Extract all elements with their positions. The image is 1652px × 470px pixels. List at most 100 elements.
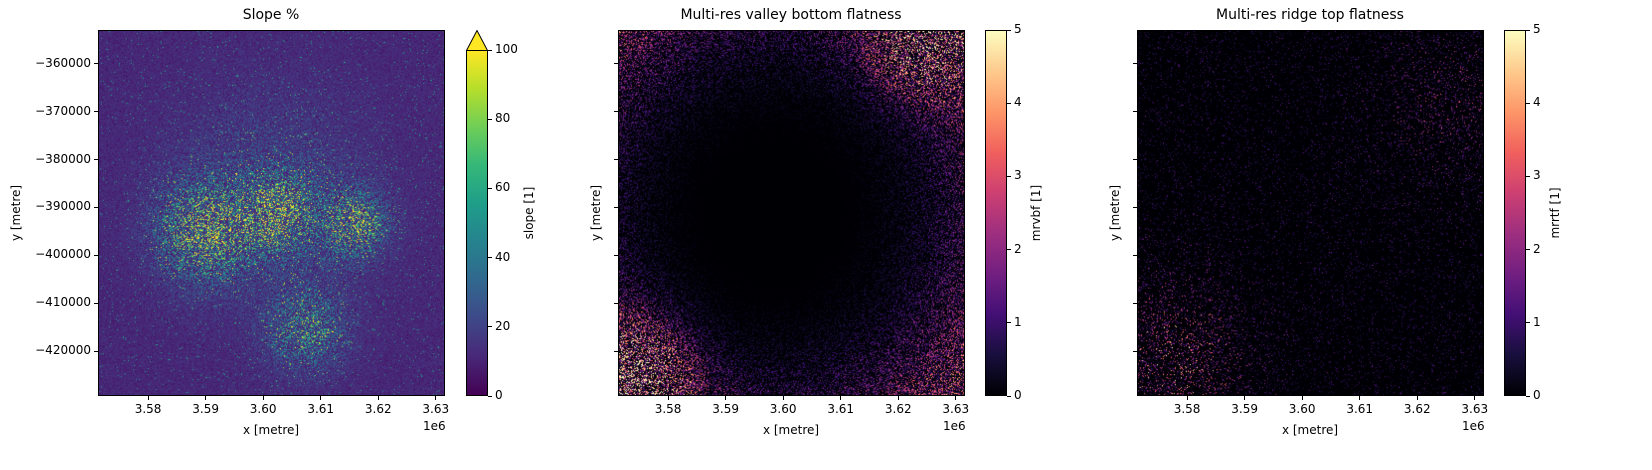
y-tick-label: −360000 <box>35 55 91 70</box>
x-tick <box>955 396 957 400</box>
y-axis-label: y [metre] <box>589 184 603 242</box>
colorbar-tick-label: 60 <box>495 180 511 195</box>
x-offset-label: 1e6 <box>943 419 966 433</box>
x-tick-label: 3.58 <box>1173 402 1201 416</box>
y-tick <box>1133 206 1137 208</box>
y-tick <box>1133 302 1137 304</box>
y-axis-label: y [metre] <box>9 184 23 242</box>
panel-title: Slope % <box>242 7 300 23</box>
x-tick-label: 3.63 <box>942 402 970 416</box>
heatmap-raster <box>1138 31 1483 395</box>
x-tick <box>1186 396 1188 400</box>
colorbar-tick-label: 100 <box>495 42 518 56</box>
colorbar-tick <box>1007 29 1011 31</box>
y-tick <box>1133 159 1137 161</box>
y-tick-label: −400000 <box>35 247 91 262</box>
colorbar-tick-label: 2 <box>1014 241 1022 256</box>
x-tick-label: 3.58 <box>654 402 682 416</box>
heatmap-raster <box>619 31 964 395</box>
y-tick <box>614 63 618 65</box>
x-tick <box>147 396 149 400</box>
x-tick-label: 3.62 <box>364 402 392 416</box>
colorbar-tick-label: 5 <box>1533 22 1541 36</box>
y-tick <box>614 350 618 352</box>
colorbar-tick <box>1007 249 1011 251</box>
x-tick-label: 3.58 <box>134 402 162 416</box>
y-tick <box>614 302 618 304</box>
colorbar <box>1504 30 1526 396</box>
colorbar <box>466 50 488 396</box>
colorbar-extend-arrow <box>466 30 488 51</box>
heatmap-axes <box>618 30 965 396</box>
colorbar-tick-label: 3 <box>1014 168 1022 183</box>
colorbar-tick <box>1526 29 1530 31</box>
x-tick <box>782 396 784 400</box>
x-tick <box>1359 396 1361 400</box>
x-tick <box>320 396 322 400</box>
y-tick-label: −380000 <box>35 151 91 166</box>
x-tick-label: 3.61 <box>307 402 335 416</box>
colorbar-tick-label: 4 <box>1014 95 1022 110</box>
y-tick <box>94 254 98 256</box>
y-tick <box>614 254 618 256</box>
heatmap-raster <box>99 31 444 395</box>
x-tick-label: 3.60 <box>769 402 797 416</box>
colorbar-tick <box>488 326 492 328</box>
colorbar-tick <box>1526 322 1530 324</box>
x-tick-label: 3.60 <box>249 402 277 416</box>
y-tick <box>614 206 618 208</box>
colorbar-tick <box>1007 322 1011 324</box>
y-tick <box>94 159 98 161</box>
x-axis-label: x [metre] <box>762 423 820 437</box>
x-tick <box>1416 396 1418 400</box>
y-tick <box>94 63 98 65</box>
colorbar-tick <box>488 257 492 259</box>
x-tick-label: 3.61 <box>1346 402 1374 416</box>
y-tick <box>614 111 618 113</box>
y-tick-label: −410000 <box>35 295 91 310</box>
colorbar-tick <box>1526 175 1530 177</box>
y-tick <box>614 159 618 161</box>
colorbar-tick <box>488 49 492 51</box>
x-axis-label: x [metre] <box>1281 423 1339 437</box>
x-tick <box>840 396 842 400</box>
x-tick-label: 3.63 <box>422 402 450 416</box>
colorbar-tick <box>1526 249 1530 251</box>
colorbar <box>985 30 1007 396</box>
colorbar-tick-label: 2 <box>1533 241 1541 256</box>
x-tick <box>725 396 727 400</box>
x-tick-label: 3.59 <box>192 402 219 416</box>
x-offset-label: 1e6 <box>423 419 446 433</box>
colorbar-tick <box>1007 395 1011 397</box>
x-tick <box>205 396 207 400</box>
x-tick-label: 3.60 <box>1288 402 1316 416</box>
colorbar-tick <box>1007 175 1011 177</box>
y-tick <box>1133 254 1137 256</box>
colorbar-tick-label: 1 <box>1014 314 1022 329</box>
colorbar-tick-label: 3 <box>1533 168 1541 183</box>
x-tick <box>262 396 264 400</box>
colorbar-tick <box>1526 395 1530 397</box>
x-tick <box>667 396 669 400</box>
colorbar-label: slope [1] <box>522 186 536 240</box>
colorbar-tick-label: 40 <box>495 249 511 264</box>
panel-title: Multi-res valley bottom flatness <box>680 7 902 23</box>
y-tick <box>94 350 98 352</box>
y-tick <box>94 302 98 304</box>
x-tick-label: 3.62 <box>1403 402 1431 416</box>
y-tick-label: −370000 <box>35 103 91 118</box>
colorbar-label: mrvbf [1] <box>1029 184 1043 242</box>
x-tick <box>897 396 899 400</box>
colorbar-tick-label: 4 <box>1533 95 1541 110</box>
y-tick <box>1133 63 1137 65</box>
heatmap-axes <box>98 30 445 396</box>
y-tick <box>1133 111 1137 113</box>
colorbar-tick <box>488 118 492 120</box>
y-tick-label: −390000 <box>35 199 91 214</box>
y-tick <box>94 111 98 113</box>
x-tick <box>435 396 437 400</box>
colorbar-tick-label: 80 <box>495 111 511 126</box>
panel-title: Multi-res ridge top flatness <box>1216 7 1404 23</box>
x-tick-label: 3.59 <box>712 402 739 416</box>
